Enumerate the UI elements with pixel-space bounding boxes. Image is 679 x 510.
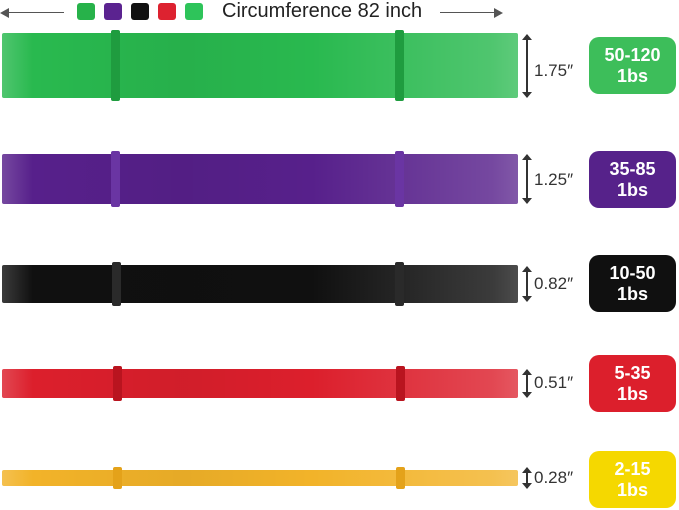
band-clip-green-left: [111, 30, 120, 101]
color-swatch-black: [131, 3, 149, 20]
resistance-unit: 1bs: [616, 179, 649, 200]
width-label-purple: 1.25″: [534, 170, 574, 189]
resistance-range: 5-35: [614, 362, 651, 383]
width-arrow-icon: [521, 154, 533, 204]
band-clip-red-left: [113, 366, 122, 401]
band-clip-black-left: [112, 262, 121, 306]
band-clip-black-right: [395, 262, 404, 306]
resistance-unit: 1bs: [616, 479, 649, 500]
circumference-label: Circumference 82 inch: [222, 0, 423, 22]
arrow-left-icon: [0, 8, 9, 18]
width-arrow-icon: [521, 34, 533, 98]
resistance-badge-green: 50-120 1bs: [589, 37, 676, 94]
color-swatch-green-2: [185, 3, 203, 20]
color-swatch-purple: [104, 3, 122, 20]
resistance-badge-black: 10-50 1bs: [589, 255, 676, 312]
band-clip-purple-left: [111, 151, 120, 207]
resistance-range: 50-120: [604, 44, 661, 65]
resistance-unit: 1bs: [616, 283, 649, 304]
width-label-yellow: 0.28″: [534, 468, 574, 487]
band-clip-green-right: [395, 30, 404, 101]
width-label-black: 0.82″: [534, 274, 574, 293]
width-arrow-icon: [521, 467, 533, 489]
resistance-range: 2-15: [614, 458, 651, 479]
band-clip-yellow-left: [113, 467, 122, 489]
circumference-header: Circumference 82 inch: [0, 0, 679, 26]
resistance-unit: 1bs: [616, 383, 649, 404]
resistance-unit: 1bs: [616, 65, 649, 86]
arrow-line-left: [2, 12, 64, 13]
band-green: [2, 33, 518, 98]
band-red: [2, 369, 518, 398]
width-label-green: 1.75″: [534, 61, 574, 80]
resistance-badge-purple: 35-85 1bs: [589, 151, 676, 208]
band-clip-purple-right: [395, 151, 404, 207]
width-arrow-icon: [521, 266, 533, 302]
resistance-range: 35-85: [609, 158, 656, 179]
width-label-red: 0.51″: [534, 373, 574, 392]
arrow-line-right: [440, 12, 496, 13]
band-clip-yellow-right: [396, 467, 405, 489]
resistance-badge-red: 5-35 1bs: [589, 355, 676, 412]
band-clip-red-right: [396, 366, 405, 401]
resistance-range: 10-50: [609, 262, 656, 283]
band-yellow: [2, 470, 518, 486]
color-swatch-green: [77, 3, 95, 20]
band-purple: [2, 154, 518, 204]
width-arrow-icon: [521, 369, 533, 398]
resistance-badge-yellow: 2-15 1bs: [589, 451, 676, 508]
color-swatch-red: [158, 3, 176, 20]
band-black: [2, 265, 518, 303]
arrow-right-icon: [494, 8, 503, 18]
